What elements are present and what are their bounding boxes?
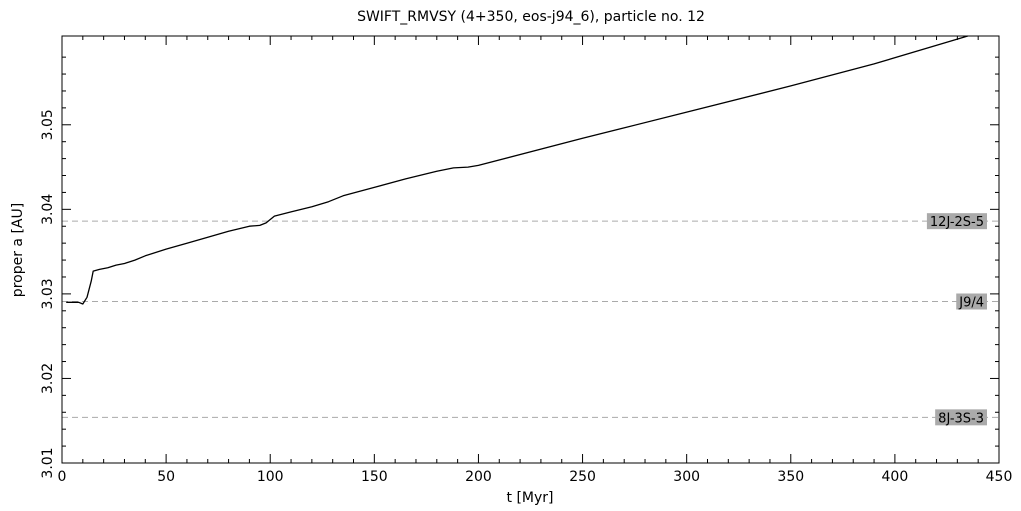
y-tick-label: 3.03 [40, 278, 56, 309]
x-tick-label: 100 [257, 469, 284, 485]
y-tick-label: 3.05 [40, 109, 56, 140]
y-tick-label: 3.02 [40, 363, 56, 394]
x-tick-label: 250 [569, 469, 596, 485]
series-layer [66, 35, 968, 305]
x-tick-label: 200 [465, 469, 492, 485]
resonance-label-text: 12J-2S-5 [930, 215, 984, 230]
x-tick-label: 300 [673, 469, 700, 485]
x-tick-label: 350 [777, 469, 804, 485]
resonance-label-text: 8J-3S-3 [938, 411, 984, 426]
x-tick-label: 50 [157, 469, 175, 485]
chart-title: SWIFT_RMVSY (4+350, eos-j94_6), particle… [357, 9, 705, 25]
y-tick-label: 3.01 [40, 447, 56, 478]
x-tick-label: 150 [361, 469, 388, 485]
y-axis-label: proper a [AU] [10, 203, 26, 297]
resonance-layer: 12J-2S-5 J9/4 8J-3S-3 [62, 213, 999, 426]
resonance-label-box [926, 213, 987, 230]
resonance-label: J9/4 [956, 293, 987, 311]
x-tick-label: 0 [58, 469, 67, 485]
plot-frame [61, 35, 1000, 464]
resonance-label-box [935, 409, 987, 426]
tick-label-layer: 0 50 100 150 200 250 300 350 400 450 3.01 3.02 3.03 3… [40, 109, 1012, 485]
series-line [66, 35, 968, 305]
resonance-label: 12J-2S-5 [926, 213, 987, 230]
x-tick-label: 400 [882, 469, 909, 485]
resonance-label-box [956, 293, 987, 310]
x-axis-label: t [Myr] [507, 490, 554, 506]
ticks-layer [61, 36, 1000, 464]
resonance-label: 8J-3S-3 [935, 409, 987, 426]
y-tick-label: 3.04 [40, 194, 56, 225]
x-tick-label: 450 [986, 469, 1013, 485]
resonance-label-text: J9/4 [958, 296, 984, 311]
